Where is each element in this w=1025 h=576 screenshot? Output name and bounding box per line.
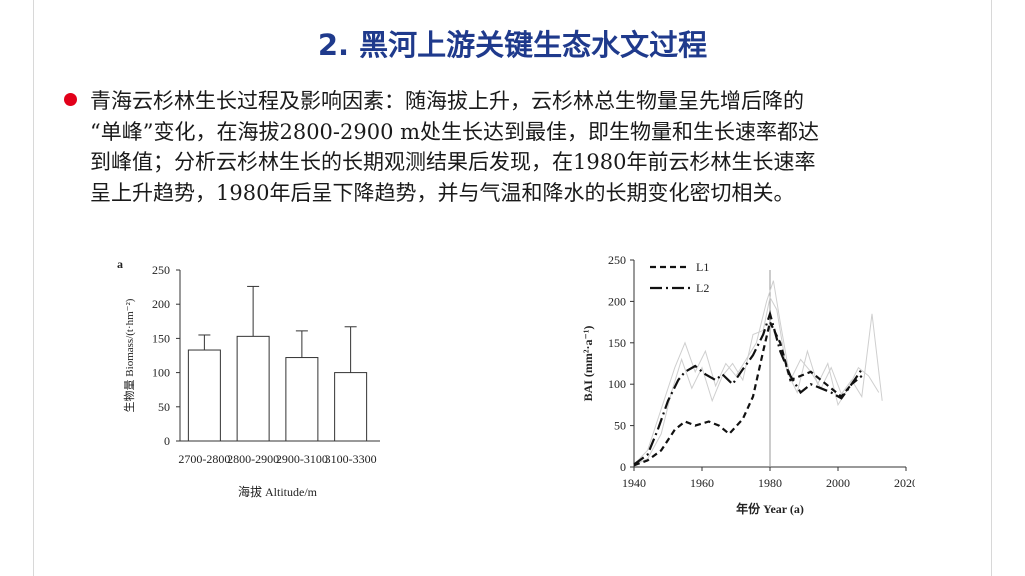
bai-line-chart: 0 50 100 150 200 250 1940 1960 1980 2000 2020 L1 L2 年…	[581, 253, 915, 516]
x-tick-label: 1940	[622, 476, 646, 490]
y-tick-label: 0	[620, 460, 626, 474]
y-tick-label: 0	[164, 434, 170, 448]
x-axis-title: 年份 Year (a)	[736, 501, 804, 516]
bar	[334, 372, 368, 442]
x-tick-label: 2800-2900	[227, 452, 279, 466]
y-tick-label: 150	[152, 331, 170, 345]
y-axis-title: 生物量 Biomass/(t·hm⁻²)	[122, 298, 136, 412]
legend-label: L1	[696, 260, 709, 274]
x-tick-label: 2020	[894, 476, 915, 490]
series-line-l2	[633, 309, 863, 466]
slide-right-border	[991, 0, 992, 576]
y-tick-label: 150	[608, 336, 626, 350]
series-line-l1	[633, 318, 863, 467]
slide-left-border	[33, 0, 34, 576]
y-tick-label: 250	[608, 253, 626, 267]
y-tick-label: 200	[608, 294, 626, 308]
bullet-line-2: “单峰”变化，在海拔2800-2900 m处生长达到最佳，即生物量和生长速率都达	[90, 119, 820, 144]
panel-label: a	[117, 257, 123, 271]
x-tick-label: 2000	[826, 476, 850, 490]
bullet-line-3: 到峰值；分析云杉林生长的长期观测结果后发现，在1980年前云杉林生长速率	[90, 150, 816, 174]
y-tick-label: 250	[152, 263, 170, 277]
x-tick-label: 1960	[690, 476, 714, 490]
series-line-raw-3	[633, 295, 880, 466]
legend-label: L2	[696, 281, 709, 295]
series-line-raw-2	[633, 280, 883, 465]
x-axis-title: 海拔 Altitude/m	[238, 484, 318, 499]
biomass-bar-chart: 0 50 100 150 200 250 a 2700-28002800-29002900-3…	[117, 257, 380, 499]
x-tick-label: 3100-3300	[325, 452, 377, 466]
bar	[285, 357, 319, 442]
bar	[236, 335, 270, 442]
bullet-text: 青海云杉林生长过程及影响因素：随海拔上升，云杉林总生物量呈先增后降的 “单峰”变…	[90, 86, 960, 208]
y-tick-label: 200	[152, 297, 170, 311]
slide-title: 2. 黑河上游关键生态水文过程	[317, 28, 708, 62]
bullet-line-1: 青海云杉林生长过程及影响因素：随海拔上升，云杉林总生物量呈先增后降的	[90, 89, 804, 113]
bullet-dot-icon	[64, 93, 77, 106]
x-tick-label: 1980	[758, 476, 782, 490]
y-tick-label: 50	[614, 419, 626, 433]
y-tick-label: 100	[152, 366, 170, 380]
bar	[187, 349, 221, 442]
y-tick-label: 100	[608, 377, 626, 391]
bullet-line-4: 呈上升趋势，1980年后呈下降趋势，并与气温和降水的长期变化密切相关。	[90, 180, 795, 205]
x-tick-label: 2700-2800	[178, 452, 230, 466]
y-axis-title: BAI (mm²·a⁻¹)	[581, 326, 595, 402]
y-tick-label: 50	[158, 400, 170, 414]
x-tick-label: 2900-3100	[276, 452, 328, 466]
